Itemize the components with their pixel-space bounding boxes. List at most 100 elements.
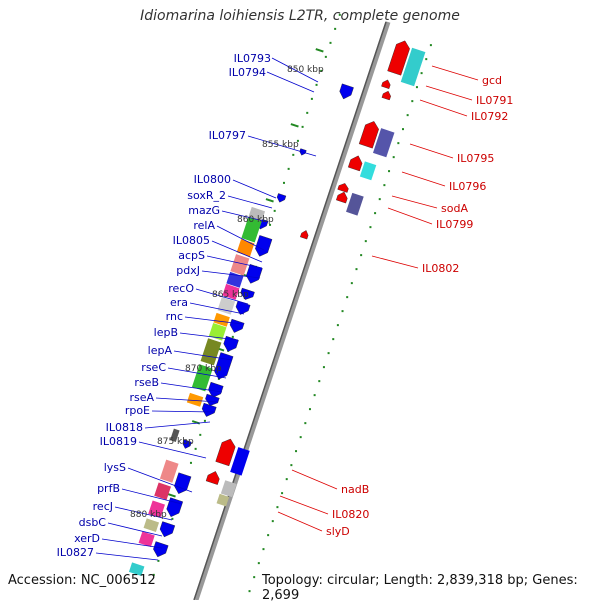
- label-leader: [391, 195, 438, 209]
- label-leader: [211, 240, 263, 263]
- gene-label-xerD[interactable]: xerD: [74, 532, 100, 545]
- label-leader: [144, 421, 211, 429]
- forward-gene-arrow: [205, 393, 220, 406]
- kbp-label: 870 kbp: [185, 364, 222, 374]
- gene-label-IL0795[interactable]: IL0795: [457, 152, 494, 165]
- reverse-gene-arrow: [336, 191, 348, 204]
- label-leader: [95, 552, 159, 561]
- gene-label-IL0805[interactable]: IL0805: [173, 234, 210, 247]
- forward-gene-arrow: [159, 521, 176, 538]
- label-leader: [401, 171, 446, 187]
- reverse-gene-arrow: [347, 155, 363, 172]
- track-dot: [171, 517, 174, 520]
- track-dot: [388, 170, 391, 173]
- gene-label-gcd[interactable]: gcd: [482, 74, 502, 87]
- track-dot: [374, 212, 377, 215]
- gene-label-relA[interactable]: relA: [193, 219, 215, 232]
- cog-box: [230, 254, 250, 276]
- gene-label-rseA[interactable]: rseA: [129, 391, 154, 404]
- gene-label-IL0792[interactable]: IL0792: [471, 110, 508, 123]
- cog-box: [359, 161, 377, 181]
- gene-label-IL0799[interactable]: IL0799: [436, 218, 473, 231]
- label-leader: [167, 367, 227, 379]
- cog-box: [230, 447, 250, 476]
- reverse-gene-arrow: [215, 438, 236, 467]
- gene-label-recJ[interactable]: recJ: [93, 500, 113, 513]
- gene-label-prfB[interactable]: prfB: [97, 482, 120, 495]
- cog-box: [241, 217, 262, 243]
- track-dot: [378, 198, 381, 201]
- track-dot: [327, 352, 330, 355]
- gene-label-IL0800[interactable]: IL0800: [194, 173, 231, 186]
- topology-text: Topology: circular; Length: 2,839,318 bp…: [262, 573, 578, 603]
- gene-label-soxR_2[interactable]: soxR_2: [187, 189, 226, 202]
- track-dot: [324, 55, 327, 58]
- cog-box: [213, 312, 230, 327]
- gene-label-IL0797[interactable]: IL0797: [209, 129, 246, 142]
- gene-label-rnc[interactable]: rnc: [166, 310, 183, 323]
- cog-box: [159, 459, 179, 483]
- gene-label-rpoE[interactable]: rpoE: [125, 404, 150, 417]
- gene-label-IL0802[interactable]: IL0802: [422, 262, 459, 275]
- cog-box: [186, 392, 204, 407]
- label-leader: [127, 467, 193, 493]
- gene-label-acpS[interactable]: acpS: [178, 249, 205, 262]
- gene-label-IL0819[interactable]: IL0819: [100, 435, 137, 448]
- track-dot: [287, 167, 290, 170]
- gene-label-rseC[interactable]: rseC: [141, 361, 166, 374]
- track-dot: [271, 520, 274, 523]
- gene-label-lepA[interactable]: lepA: [148, 344, 173, 357]
- forward-gene-arrow: [339, 83, 354, 100]
- track-dot: [320, 69, 323, 72]
- gene-label-IL0827[interactable]: IL0827: [57, 546, 94, 559]
- gene-label-IL0796[interactable]: IL0796: [449, 180, 486, 193]
- gene-label-slyD[interactable]: slyD: [326, 525, 350, 538]
- forward-gene-arrow: [240, 287, 255, 300]
- map-title: Idiomarina loihiensis L2TR, complete gen…: [140, 8, 460, 24]
- track-dot: [295, 450, 298, 453]
- label-leader: [160, 382, 223, 393]
- forward-gene-arrow: [182, 439, 192, 449]
- track-dot: [203, 419, 206, 422]
- gene-label-IL0818[interactable]: IL0818: [106, 421, 143, 434]
- gene-label-pdxJ[interactable]: pdxJ: [176, 264, 200, 277]
- label-leaders: [95, 57, 479, 561]
- kbp-label: 875 kbp: [157, 437, 194, 447]
- track-dot: [360, 254, 363, 257]
- track-dot: [290, 464, 293, 467]
- kbp-label: 850 kbp: [287, 65, 324, 75]
- track-dot: [329, 41, 332, 44]
- gene-label-IL0791[interactable]: IL0791: [476, 94, 513, 107]
- track-dot: [231, 335, 234, 338]
- kbp-label: 855 kbp: [262, 140, 299, 150]
- gene-label-mazG[interactable]: mazG: [188, 204, 220, 217]
- gene-label-lepB[interactable]: lepB: [154, 326, 178, 339]
- track-dot: [292, 153, 295, 156]
- cog-box: [170, 428, 180, 442]
- gene-label-era[interactable]: era: [170, 296, 188, 309]
- cog-box: [154, 482, 171, 500]
- label-leader: [121, 488, 183, 505]
- label-leader: [277, 511, 323, 532]
- gene-label-dsbC[interactable]: dsbC: [79, 516, 107, 529]
- cog-box: [143, 518, 160, 532]
- reverse-gene-arrow: [381, 90, 391, 101]
- gene-label-IL0794[interactable]: IL0794: [229, 66, 266, 79]
- track-dot: [310, 97, 313, 100]
- track-dot: [315, 83, 318, 86]
- gene-label-rseB[interactable]: rseB: [134, 376, 159, 389]
- cog-box: [372, 128, 395, 158]
- gene-label-sodA[interactable]: sodA: [441, 202, 468, 215]
- cog-box: [222, 283, 240, 300]
- track-dot: [296, 139, 299, 142]
- gene-label-nadB[interactable]: nadB: [341, 483, 369, 496]
- track-dot: [157, 559, 160, 562]
- gene-label-IL0820[interactable]: IL0820: [332, 508, 369, 521]
- gene-label-recO[interactable]: recO: [168, 282, 194, 295]
- label-leader: [173, 350, 233, 361]
- cog-box: [236, 238, 255, 257]
- gene-label-IL0793[interactable]: IL0793: [234, 52, 271, 65]
- forward-gene-arrow: [276, 193, 287, 203]
- gene-label-lysS[interactable]: lysS: [104, 461, 126, 474]
- kbp-label: 860 kbp: [237, 215, 274, 225]
